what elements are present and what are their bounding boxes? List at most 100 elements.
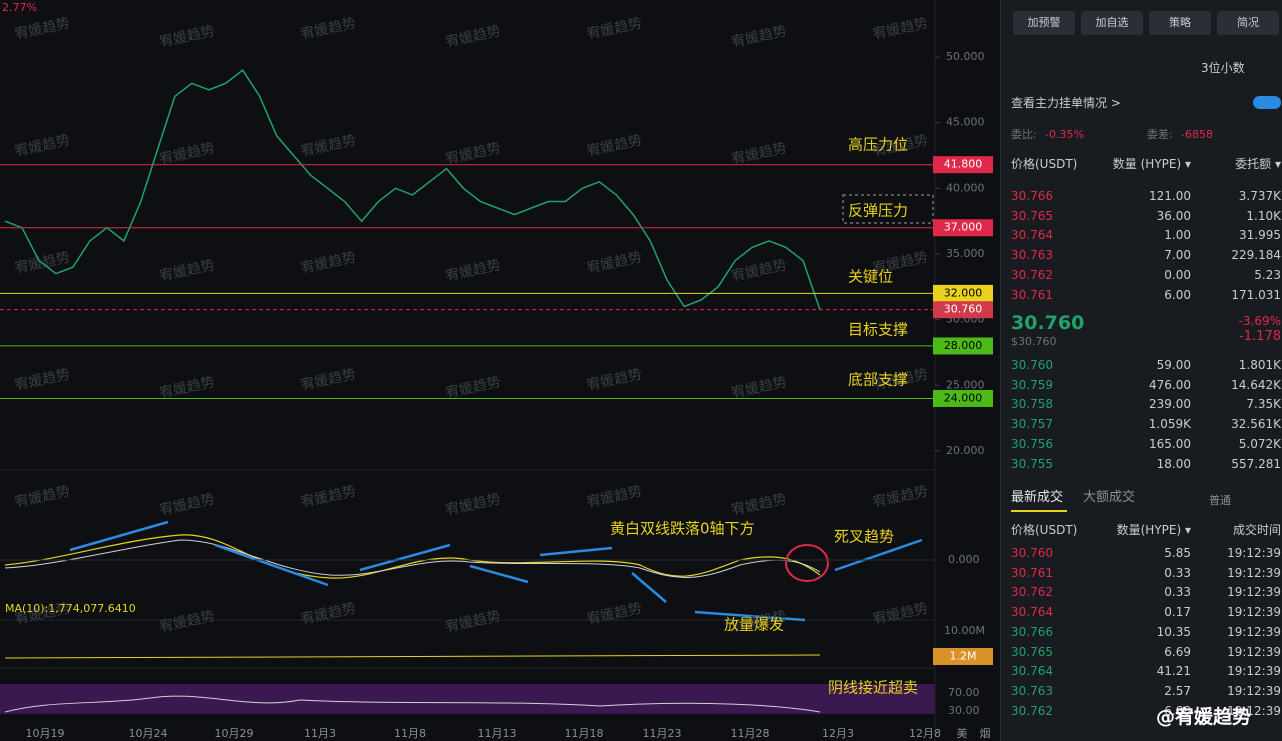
watermark: 宥媛趋势	[158, 373, 216, 401]
quantity: 6.88	[1164, 703, 1191, 718]
column-header: 委托额 ▾	[1235, 157, 1281, 171]
diff: -6858	[1181, 128, 1213, 141]
button-label[interactable]: 加自选	[1095, 16, 1129, 29]
x-tick-label: 烟	[980, 726, 991, 740]
time: 19:12:39	[1227, 546, 1281, 560]
rsi-band	[0, 684, 935, 714]
tab[interactable]: 大额成交	[1083, 490, 1136, 505]
ratio: -0.35%	[1045, 128, 1084, 141]
amount: 31.995	[1239, 228, 1281, 243]
x-tick-label: 10月29	[215, 727, 254, 740]
y-tick-label: 70.00	[948, 686, 980, 699]
quantity: 36.00	[1156, 208, 1191, 223]
price: 30.761	[1011, 287, 1053, 302]
toggle[interactable]	[1253, 96, 1281, 109]
quantity: 6.00	[1164, 287, 1191, 302]
y-tick-label: 40.000	[946, 181, 985, 194]
quantity: 476.00	[1149, 377, 1191, 392]
quantity: 0.00	[1164, 267, 1191, 282]
watermark: 宥媛趋势	[585, 15, 643, 43]
x-tick-label: 11月23	[643, 727, 682, 740]
x-tick-label: 11月28	[731, 727, 770, 740]
button-label[interactable]: 策略	[1169, 16, 1191, 29]
quantity: 18.00	[1156, 456, 1191, 471]
price-line	[4, 69, 821, 310]
depth-link[interactable]: 查看主力挂单情况 >	[1011, 96, 1121, 110]
quantity: 6.69	[1164, 644, 1191, 659]
tab[interactable]: 普通	[1209, 494, 1231, 507]
price: 30.766	[1011, 189, 1053, 203]
quantity: 239.00	[1149, 397, 1191, 412]
quantity: 0.17	[1164, 605, 1191, 620]
watermark: 宥媛趋势	[444, 22, 502, 50]
change-abs: -1.178	[1239, 329, 1281, 344]
trend-arrows	[69, 520, 923, 622]
quantity: 7.00	[1164, 248, 1191, 263]
watermark: 宥媛趋势	[585, 249, 643, 277]
level-label: 24.000	[944, 391, 983, 404]
level-note: 底部支撑	[848, 371, 908, 389]
watermark: 宥媛趋势	[444, 256, 502, 284]
price: 30.763	[1011, 248, 1053, 263]
watermark: 宥媛趋势	[13, 132, 71, 160]
level-note: 反弹压力	[848, 202, 908, 220]
time: 19:12:39	[1227, 585, 1281, 600]
column-header: 价格(USDT)	[1011, 157, 1078, 171]
diff-label: 委差:	[1147, 128, 1173, 141]
price: 30.762	[1011, 267, 1053, 282]
watermark: 宥媛趋势	[585, 132, 643, 160]
price: 30.763	[1011, 683, 1053, 698]
level-tag	[933, 284, 993, 302]
volume-note: 放量爆发	[724, 616, 784, 634]
panel-button[interactable]: 加预警	[1013, 11, 1075, 35]
tab-underline	[1011, 510, 1067, 512]
column-header: 成交时间	[1232, 523, 1281, 537]
panel-button[interactable]: 策略	[1149, 11, 1211, 35]
watermark: 宥媛趋势	[158, 22, 216, 50]
volume-last: 1.2M	[950, 650, 977, 663]
x-tick-label: 11月13	[478, 727, 517, 740]
y-tick-label: 35.000	[946, 247, 985, 260]
amount: 171.031	[1231, 287, 1281, 302]
level-tag	[933, 219, 993, 237]
column-header: 数量 (HYPE) ▾	[1112, 157, 1191, 171]
watermark: 宥媛趋势	[730, 22, 788, 50]
annotation-box	[842, 194, 934, 224]
quantity: 0.33	[1164, 565, 1191, 580]
rsi-line	[4, 695, 821, 713]
quantity: 59.00	[1156, 358, 1191, 372]
rsi-note: 阴线接近超卖	[828, 679, 918, 697]
x-tick-label: 美	[957, 727, 968, 740]
column-header: 价格(USDT)	[1011, 523, 1078, 537]
watermark: 宥媛趋势	[730, 139, 788, 167]
volume-ma-line	[4, 654, 821, 659]
watermark: 宥媛趋势	[13, 366, 71, 394]
button-label[interactable]: 加预警	[1027, 16, 1061, 29]
current-tag	[933, 301, 993, 319]
quantity: 121.00	[1149, 189, 1191, 203]
cross-circle	[785, 544, 829, 582]
level-label: 37.000	[944, 221, 983, 234]
amount: 557.281	[1231, 456, 1281, 471]
price: 30.755	[1011, 456, 1053, 471]
level-label: 41.800	[944, 158, 983, 171]
tab[interactable]: 最新成交	[1011, 490, 1064, 505]
quantity: 1.059K	[1148, 417, 1191, 432]
amount: 14.642K	[1231, 377, 1281, 392]
x-tick-label: 10月19	[26, 727, 65, 740]
price: 30.760	[1011, 546, 1053, 560]
level-tag	[933, 389, 993, 407]
panel-button[interactable]: 加自选	[1081, 11, 1143, 35]
decimals[interactable]: 3位小数	[1201, 61, 1245, 75]
amount: 1.801K	[1238, 358, 1281, 372]
price: 30.760	[1011, 358, 1053, 372]
button-label[interactable]: 简况	[1237, 16, 1259, 29]
current-label: 30.760	[944, 303, 983, 316]
price: 30.762	[1011, 703, 1053, 718]
volume-tag	[933, 648, 993, 665]
time: 19:12:39	[1227, 644, 1281, 659]
level-label: 28.000	[944, 339, 983, 352]
panel-button[interactable]: 简况	[1217, 11, 1279, 35]
